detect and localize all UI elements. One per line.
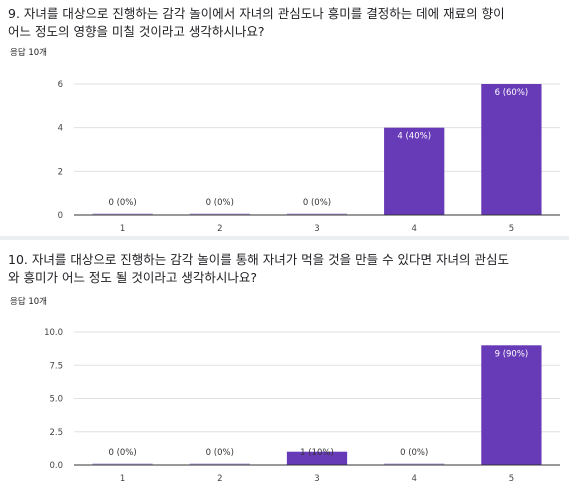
data-label: 0 (0%) [108,448,136,458]
x-tick-label: 2 [217,474,222,484]
y-tick-label: 0 [58,211,63,221]
y-tick-label: 0.0 [49,461,63,471]
bar-chart-q9: 0 2 4 6 0 (0%) 1 0 (0%) 2 0 (0%) 3 4 (40%) 4 6 (60%)… [58,80,560,234]
response-count: 응답 10개 [10,297,47,307]
question-card-9: 9. 자녀를 대상으로 진행하는 감각 놀이에서 자녀의 관심도나 흥미를 결정… [0,0,569,236]
x-tick-label: 5 [509,474,514,484]
x-tick-label: 2 [217,224,222,234]
bar [384,463,445,465]
data-label: 0 (0%) [303,198,331,208]
bar [481,84,542,215]
bar [384,127,445,215]
x-tick-label: 1 [120,474,125,484]
question-title: 10. 자녀를 대상으로 진행하는 감각 놀이를 통해 자녀가 먹을 것을 만들… [8,252,510,285]
x-tick-label: 4 [411,224,416,234]
data-label: 4 (40%) [397,132,431,142]
y-tick-label: 10.0 [44,328,63,338]
data-label: 0 (0%) [206,448,234,458]
response-count: 응답 10개 [10,48,47,58]
y-tick-label: 4 [58,124,63,134]
y-tick-label: 2.5 [49,428,63,438]
x-tick-label: 3 [314,224,319,234]
data-label: 9 (90%) [495,349,529,359]
y-tick-label: 5.0 [49,395,63,405]
bar [286,451,348,465]
x-tick-label: 3 [314,474,319,484]
x-tick-label: 1 [120,224,125,234]
bar [92,213,153,215]
bar-chart-q10: 0.0 2.5 5.0 7.5 10.0 0 (0%) 1 0 (0%) 2 1 (10%) 3 0 … [44,328,560,484]
question-card-10: 10. 자녀를 대상으로 진행하는 감각 놀이를 통해 자녀가 먹을 것을 만들… [0,240,569,485]
x-tick-label: 5 [509,224,514,234]
data-label: 0 (0%) [400,448,428,458]
data-label: 0 (0%) [108,198,136,208]
data-label: 1 (10%) [300,448,334,458]
x-tick-label: 4 [411,474,416,484]
question-title: 9. 자녀를 대상으로 진행하는 감각 놀이에서 자녀의 관심도나 흥미를 결정… [8,6,505,39]
bar [189,463,250,465]
y-tick-label: 6 [58,80,63,90]
y-tick-label: 7.5 [49,361,63,371]
bar [481,345,542,465]
y-tick-label: 2 [58,167,63,177]
card-divider [0,236,569,240]
data-label: 0 (0%) [206,198,234,208]
data-label: 6 (60%) [495,88,529,98]
bar [92,463,153,465]
bar [189,213,250,215]
bar [286,213,348,215]
